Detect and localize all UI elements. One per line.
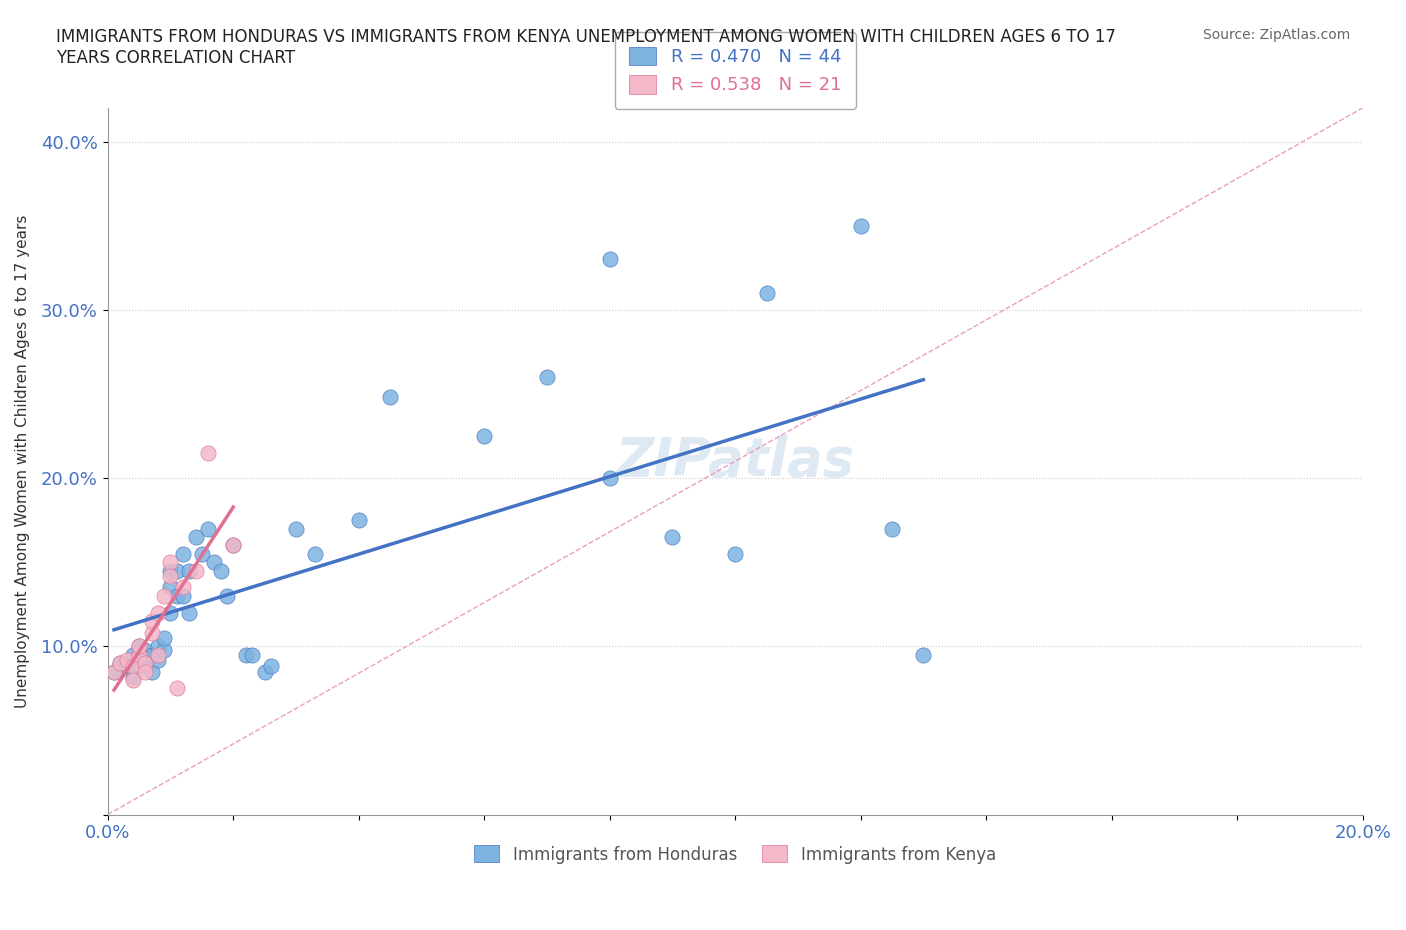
Point (724, 546, 747, 561)
Point (146, 647, 169, 662)
Point (222, 538, 245, 552)
Point (103, 664, 125, 679)
Point (235, 647, 257, 662)
Point (172, 580, 194, 595)
Point (191, 546, 214, 561)
Point (141, 647, 163, 662)
Point (134, 659, 156, 674)
Point (166, 564, 188, 578)
Point (128, 639, 150, 654)
Text: ZIPatlas: ZIPatlas (616, 435, 855, 487)
Point (134, 643, 156, 658)
Point (284, 521, 307, 536)
Point (110, 656, 132, 671)
Point (115, 652, 138, 667)
Point (222, 538, 245, 552)
Point (378, 390, 401, 405)
Point (599, 252, 621, 267)
Point (159, 580, 181, 595)
Point (141, 625, 163, 640)
Point (153, 643, 176, 658)
Point (184, 564, 207, 578)
Point (128, 639, 150, 654)
Point (153, 589, 176, 604)
Y-axis label: Unemployment Among Women with Children Ages 6 to 17 years: Unemployment Among Women with Children A… (15, 215, 30, 708)
Point (661, 529, 683, 544)
Point (121, 670, 143, 684)
Point (121, 659, 143, 674)
Point (134, 656, 156, 671)
Point (184, 529, 207, 544)
Point (121, 647, 143, 662)
Point (166, 681, 188, 696)
Point (159, 568, 181, 583)
Point (121, 672, 143, 687)
Point (128, 652, 150, 667)
Point (304, 546, 326, 561)
Text: Source: ZipAtlas.com: Source: ZipAtlas.com (1202, 28, 1350, 42)
Point (146, 639, 169, 654)
Point (115, 659, 138, 674)
Point (146, 652, 169, 667)
Point (599, 471, 621, 485)
Point (110, 656, 132, 671)
Point (159, 605, 181, 620)
Point (215, 589, 238, 604)
Point (880, 521, 903, 536)
Point (912, 647, 935, 662)
Point (153, 631, 176, 645)
Point (755, 286, 778, 300)
Point (536, 370, 558, 385)
Point (172, 546, 194, 561)
Point (159, 564, 181, 578)
Point (197, 521, 219, 536)
Point (134, 664, 156, 679)
Text: IMMIGRANTS FROM HONDURAS VS IMMIGRANTS FROM KENYA UNEMPLOYMENT AMONG WOMEN WITH : IMMIGRANTS FROM HONDURAS VS IMMIGRANTS F… (56, 28, 1116, 67)
Point (141, 664, 163, 679)
Point (179, 564, 201, 578)
Point (166, 589, 188, 604)
Point (159, 555, 181, 570)
Point (202, 555, 225, 570)
Point (849, 219, 872, 233)
Point (472, 429, 495, 444)
Point (128, 647, 150, 662)
Point (172, 589, 194, 604)
Point (209, 564, 232, 578)
Point (197, 445, 219, 460)
Point (253, 664, 276, 679)
Point (347, 512, 370, 527)
Point (103, 664, 125, 679)
Point (260, 659, 283, 674)
Point (141, 614, 163, 629)
Point (146, 605, 169, 620)
Point (179, 605, 201, 620)
Legend: Immigrants from Honduras, Immigrants from Kenya: Immigrants from Honduras, Immigrants fro… (461, 832, 1010, 877)
Point (240, 647, 263, 662)
